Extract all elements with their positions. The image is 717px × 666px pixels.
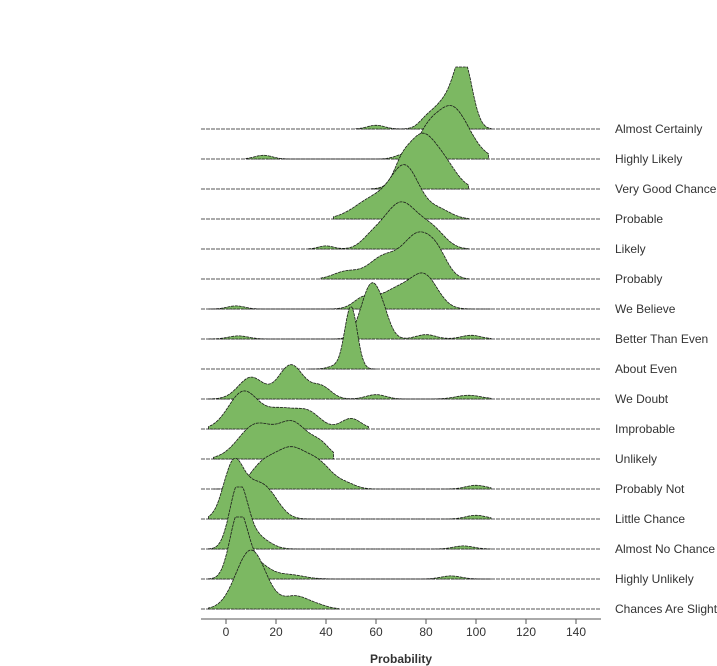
x-tick-label-60: 60 — [369, 625, 383, 639]
ridge-unlikely — [213, 420, 334, 460]
x-tick-label-100: 100 — [466, 625, 486, 639]
category-label-probably-not: Probably Not — [615, 482, 685, 496]
category-labels: Almost Certainly Highly Likely Very Good C… — [615, 122, 717, 616]
x-tick-label-80: 80 — [419, 625, 433, 639]
category-label-little-chance: Little Chance — [615, 512, 685, 526]
x-tick-label-40: 40 — [319, 625, 333, 639]
category-label-highly-unlikely: Highly Unlikely — [615, 572, 694, 586]
category-label-almost-certainly: Almost Certainly — [615, 122, 702, 136]
ridges-layer — [201, 66, 601, 610]
ridge-we-believe — [208, 272, 491, 310]
x-axis-title: Probability — [370, 652, 432, 666]
category-label-unlikely: Unlikely — [615, 452, 657, 466]
category-label-almost-no-chance: Almost No Chance — [615, 542, 715, 556]
category-label-probable: Probable — [615, 212, 663, 226]
x-tick-label-20: 20 — [269, 625, 283, 639]
category-label-we-doubt: We Doubt — [615, 392, 669, 406]
category-label-highly-likely: Highly Likely — [615, 152, 682, 166]
ridge-improbable — [208, 390, 369, 430]
category-label-very-good-chance: Very Good Chance — [615, 182, 717, 196]
x-axis: 0 20 40 60 80 100 120 140 — [201, 618, 601, 639]
category-label-we-believe: We Believe — [615, 302, 676, 316]
category-label-about-even: About Even — [615, 362, 677, 376]
ridge-probably-not — [213, 446, 492, 490]
ridge-we-doubt — [208, 364, 492, 400]
x-tick-label-140: 140 — [566, 625, 586, 639]
category-label-improbable: Improbable — [615, 422, 675, 436]
x-tick-label-120: 120 — [516, 625, 536, 639]
ridge-highly-likely — [245, 105, 489, 160]
ridge-about-even — [308, 306, 376, 370]
category-label-probably: Probably — [615, 272, 662, 286]
ridge-chances-are-slight — [208, 549, 339, 610]
ridge-probable — [333, 164, 469, 220]
category-label-better-than-even: Better Than Even — [615, 332, 708, 346]
ridge-probably — [320, 231, 469, 280]
ridge-almost-certainly — [355, 66, 492, 130]
category-label-chances-are-slight: Chances Are Slight — [615, 602, 717, 616]
category-label-likely: Likely — [615, 242, 646, 256]
x-tick-label-0: 0 — [223, 625, 230, 639]
ridge-little-chance — [208, 457, 492, 520]
